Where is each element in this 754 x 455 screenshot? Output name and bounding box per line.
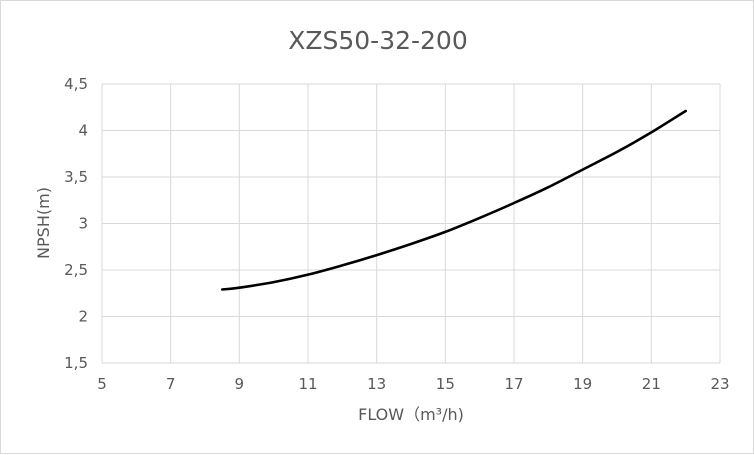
npsh-series-line xyxy=(220,109,687,291)
grid-layer xyxy=(101,83,721,364)
y-tick-label: 4,5 xyxy=(64,75,88,93)
y-tick-label: 2 xyxy=(78,308,88,326)
series-layer xyxy=(220,109,687,291)
x-tick-labels: 5 7 9 11 13 15 17 19 21 23 xyxy=(97,375,729,393)
x-tick-label: 17 xyxy=(504,375,523,393)
y-axis-label: NPSH(m) xyxy=(34,187,53,259)
y-tick-labels: 1,5 2 2,5 3 3,5 4 4,5 xyxy=(64,75,88,372)
chart-title: XZS50-32-200 xyxy=(288,26,468,55)
x-tick-label: 9 xyxy=(235,375,245,393)
y-tick-label: 3 xyxy=(78,215,88,233)
y-tick-label: 3,5 xyxy=(64,168,88,186)
y-tick-label: 2,5 xyxy=(64,261,88,279)
x-tick-label: 7 xyxy=(166,375,176,393)
x-tick-label: 13 xyxy=(367,375,386,393)
y-tick-label: 4 xyxy=(78,122,88,140)
x-tick-label: 21 xyxy=(642,375,661,393)
y-tick-label: 1,5 xyxy=(64,354,88,372)
x-tick-label: 15 xyxy=(436,375,455,393)
x-tick-label: 5 xyxy=(97,375,107,393)
x-axis-label: FLOW（m³/h) xyxy=(358,405,464,424)
x-tick-label: 11 xyxy=(298,375,317,393)
x-tick-label: 23 xyxy=(710,375,729,393)
x-tick-label: 19 xyxy=(573,375,592,393)
